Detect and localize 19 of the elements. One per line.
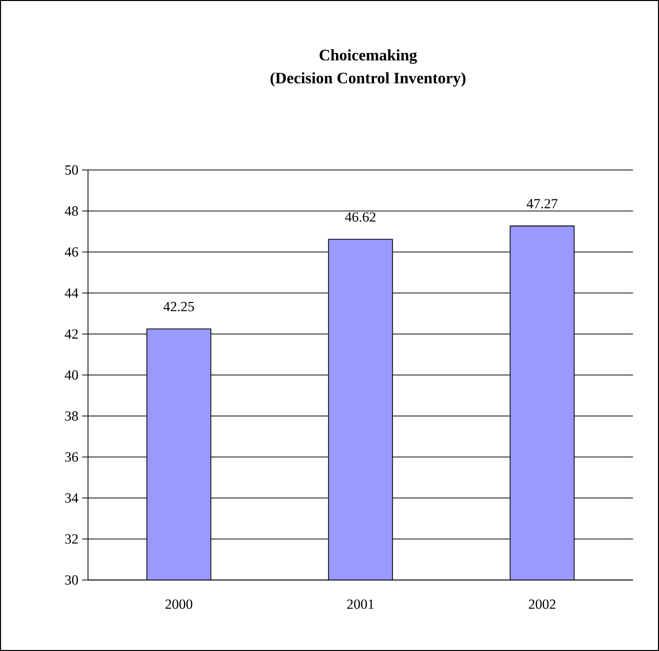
x-tick-label: 2001 (347, 600, 374, 609)
y-tick-label: 48 (64, 206, 78, 216)
data-label: 46.62 (345, 212, 376, 222)
data-label: 47.27 (526, 199, 558, 208)
y-tick-label: 30 (65, 575, 78, 585)
y-tick-label: 50 (65, 165, 78, 175)
x-tick-label: 2002 (528, 600, 556, 609)
y-tick-label: 36 (65, 452, 78, 462)
y-tick-label: 32 (65, 534, 78, 544)
y-tick-label: 46 (64, 247, 78, 257)
y-tick-label: 40 (64, 370, 78, 380)
x-tick-label: 2000 (166, 600, 192, 609)
y-tick-label: 42 (64, 329, 78, 339)
y-tick-label: 34 (65, 493, 78, 503)
y-tick-label: 38 (65, 411, 78, 421)
chart-title: Choicemaking (320, 49, 417, 64)
chart-subtitle: (Decision Control Inventory) (270, 72, 466, 87)
data-label: 42.25 (163, 302, 194, 312)
y-tick-label: 44 (64, 288, 78, 298)
